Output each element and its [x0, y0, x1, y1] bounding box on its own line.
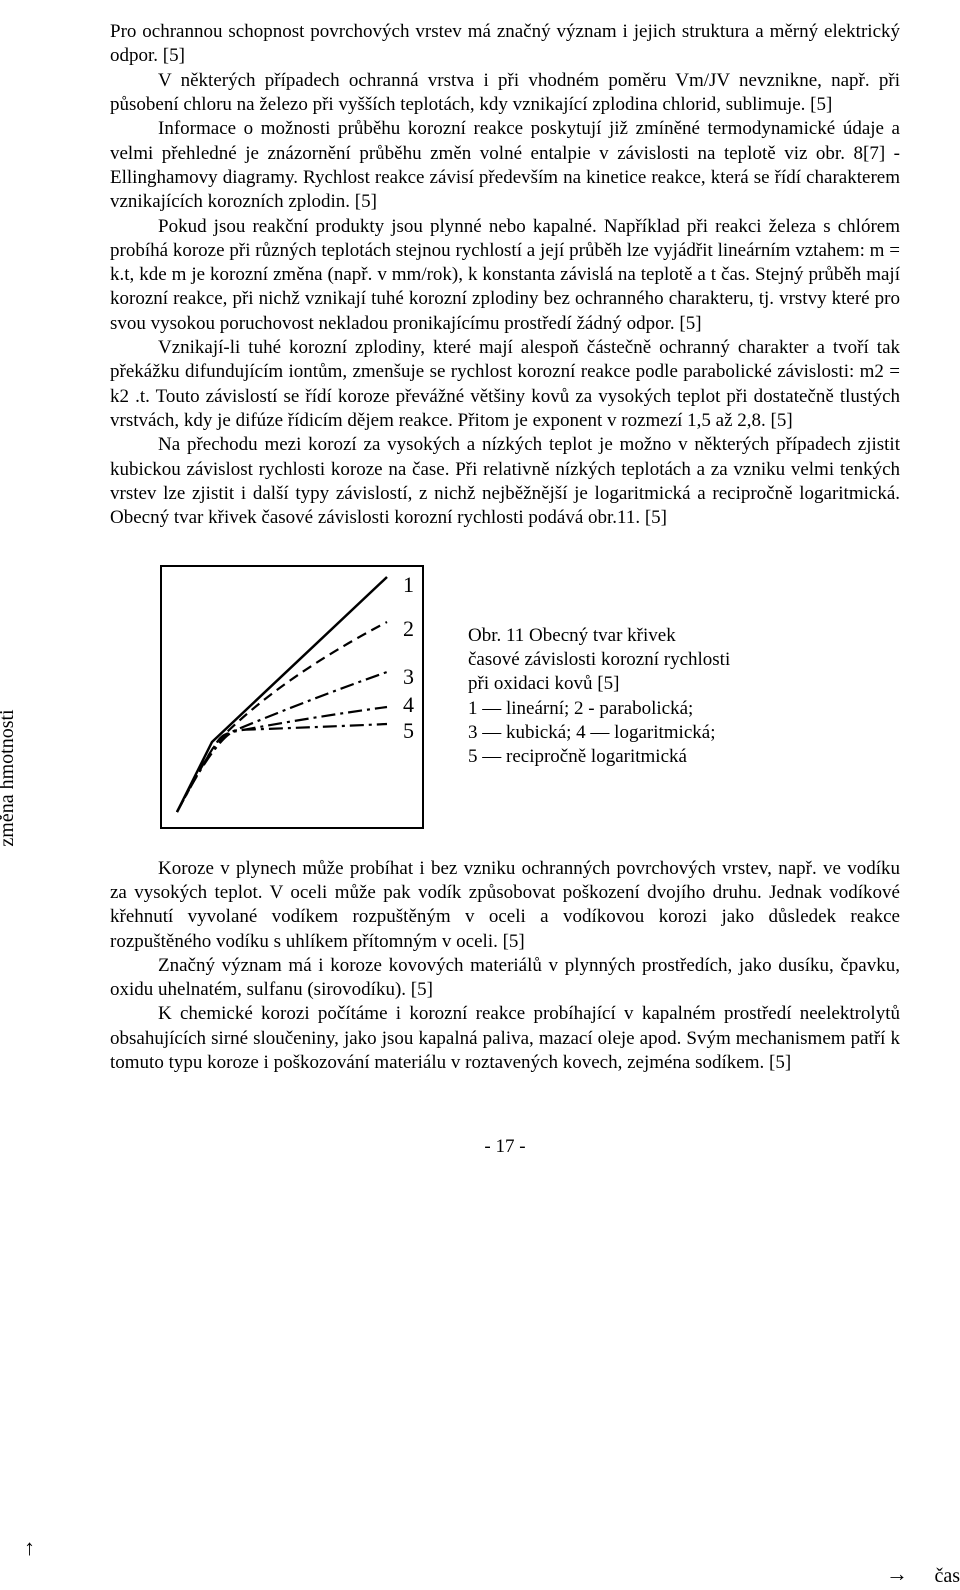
paragraph-5: Vznikají-li tuhé korozní zplodiny, které… [110, 336, 900, 433]
caption-line-4: 1 — lineární; 2 - parabolická; [468, 697, 730, 721]
paragraph-8: Značný význam má i koroze kovových mater… [110, 954, 900, 1003]
chart-y-axis-label: změna hmotnosti [0, 709, 21, 846]
caption-line-3: při oxidaci kovů [5] [468, 672, 730, 696]
figure-11-chart-wrap: změna hmotnosti ↑ 1 2 3 4 5 → čas [110, 565, 430, 829]
paragraph-6: Na přechodu mezi korozí za vysokých a ní… [110, 433, 900, 530]
curve-label-3: 3 [403, 663, 414, 691]
curve-label-2: 2 [403, 615, 414, 643]
chart-svg [162, 567, 422, 827]
caption-title: Obr. 11 Obecný tvar křivek [468, 624, 730, 648]
curve-label-5: 5 [403, 717, 414, 745]
chart-x-arrow-icon: → [886, 1560, 908, 1588]
paragraph-1: Pro ochrannou schopnost povrchových vrst… [110, 20, 900, 69]
paragraph-9: K chemické korozi počítáme i korozní rea… [110, 1002, 900, 1075]
curve-label-4: 4 [403, 691, 414, 719]
page-number: - 17 - [110, 1135, 900, 1159]
paragraph-4: Pokud jsou reakční produkty jsou plynné … [110, 215, 900, 337]
figure-11-row: změna hmotnosti ↑ 1 2 3 4 5 → čas Obr. 1… [110, 565, 900, 829]
paragraph-2: V některých případech ochranná vrstva i … [110, 69, 900, 118]
paragraph-3: Informace o možnosti průběhu korozní rea… [110, 117, 900, 214]
figure-11-chart: 1 2 3 4 5 [160, 565, 424, 829]
curve-5 [177, 724, 387, 812]
caption-line-5: 3 — kubická; 4 — logaritmická; [468, 721, 730, 745]
chart-y-arrow-icon: ↑ [24, 1534, 35, 1562]
caption-line-6: 5 — recipročně logaritmická [468, 745, 730, 769]
curve-1 [177, 577, 387, 812]
figure-11-caption: Obr. 11 Obecný tvar křivek časové závisl… [430, 624, 730, 770]
chart-x-axis-label: čas [934, 1564, 960, 1590]
curve-3 [177, 672, 387, 812]
caption-line-2: časové závislosti korozní rychlosti [468, 648, 730, 672]
curve-label-1: 1 [403, 571, 414, 599]
curve-2 [177, 622, 387, 812]
paragraph-7: Koroze v plynech může probíhat i bez vzn… [110, 857, 900, 954]
